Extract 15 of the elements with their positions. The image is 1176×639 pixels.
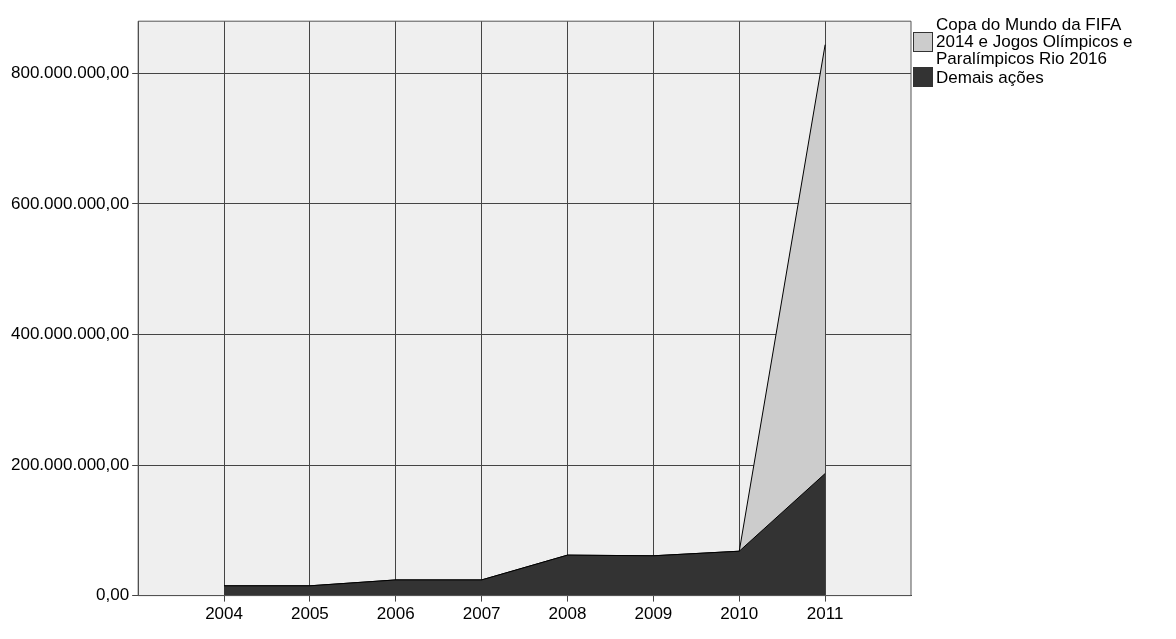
- x-tick-label: 2004: [205, 604, 243, 624]
- y-tick-label: 600.000.000,00: [11, 193, 130, 213]
- x-tick-label: 2009: [634, 604, 673, 624]
- x-tick-label: 2008: [548, 604, 587, 624]
- legend-label: Demais ações: [936, 67, 1044, 87]
- x-tick-label: 2006: [376, 604, 415, 624]
- y-tick-label: 0,00: [96, 585, 130, 605]
- y-tick-label: 400.000.000,00: [11, 324, 130, 344]
- legend-label: Copa do Mundo da FIFA 2014 e Jogos Olímpicos e Paralímpicos Rio 2016: [936, 15, 1134, 68]
- x-tick-label: 2007: [462, 604, 501, 624]
- y-tick-label: 800.000.000,00: [11, 63, 130, 83]
- x-tick-label: 2011: [806, 604, 844, 624]
- x-tick-label: 2010: [720, 604, 759, 624]
- y-tick-label: 200.000.000,00: [11, 454, 130, 474]
- x-tick-label: 2005: [291, 604, 329, 624]
